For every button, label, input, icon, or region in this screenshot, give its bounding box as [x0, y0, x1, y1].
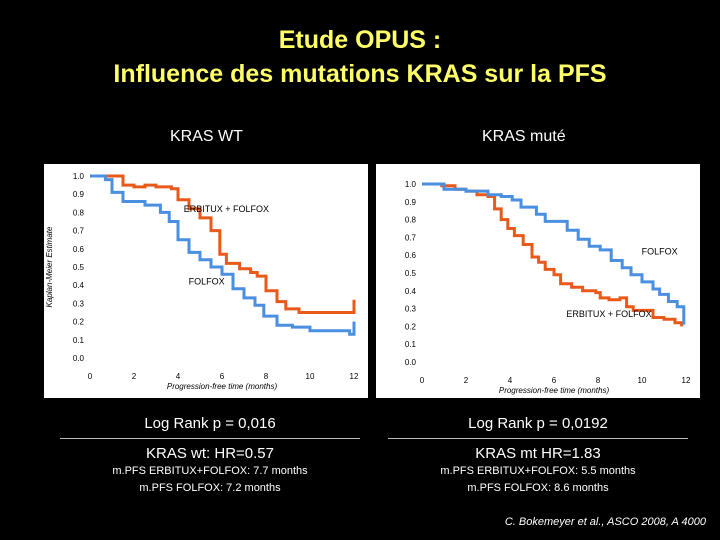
- left-y-tick-label: 0.9: [73, 190, 85, 199]
- left-mpfs-folfox: m.PFS FOLFOX: 7.2 months: [139, 482, 281, 494]
- left-y-tick-label: 0.1: [73, 336, 85, 345]
- left-x-tick-label: 4: [176, 372, 181, 381]
- right-x-axis-label: Progression-free time (months): [499, 386, 610, 395]
- left-y-tick-label: 0.5: [73, 263, 85, 272]
- right-x-tick-label: 6: [552, 376, 557, 385]
- left-x-tick-label: 2: [132, 372, 137, 381]
- right-y-tick-label: 0.4: [405, 287, 417, 296]
- left-x-tick-label: 12: [350, 372, 359, 381]
- left-annotation-label: ERBITUX + FOLFOX: [184, 204, 269, 214]
- left-divider: [60, 438, 360, 439]
- left-chart: 0.0 0.1 0.2 0.3 0.4 0.5 0.6 0.7 0.8 0.9 1.0 0 2 4 6 8 10…: [45, 172, 359, 391]
- right-y-tick-label: 0.1: [405, 340, 417, 349]
- title-line-1: Etude OPUS :: [278, 26, 442, 54]
- right-y-tick-label: 0.9: [405, 198, 417, 207]
- left-y-tick-label: 0.0: [73, 354, 85, 363]
- left-chart-title: KRAS WT: [170, 128, 243, 145]
- right-chart-title: KRAS muté: [482, 128, 566, 145]
- left-y-tick-label: 0.7: [73, 227, 85, 236]
- right-hazard-ratio: KRAS mt HR=1.83: [475, 445, 601, 462]
- left-y-tick-label: 0.6: [73, 245, 85, 254]
- right-annotation-label: FOLFOX: [642, 247, 678, 257]
- left-series-folfox-curve: [90, 174, 356, 336]
- right-y-tick-label: 1.0: [405, 180, 417, 189]
- left-y-tick-label: 0.4: [73, 281, 85, 290]
- left-x-tick-label: 10: [306, 372, 315, 381]
- right-y-tick-label: 0.5: [405, 269, 417, 278]
- right-y-tick-label: 0.6: [405, 251, 417, 260]
- right-x-tick-label: 12: [682, 376, 691, 385]
- right-divider: [388, 438, 688, 439]
- right-x-tick-label: 8: [596, 376, 601, 385]
- right-mpfs-folfox: m.PFS FOLFOX: 8.6 months: [467, 482, 609, 494]
- left-y-tick-label: 0.3: [73, 299, 85, 308]
- left-series-erbitux-curve: [90, 174, 356, 314]
- left-hazard-ratio: KRAS wt: HR=0.57: [146, 445, 274, 462]
- right-y-tick-label: 0.2: [405, 322, 417, 331]
- right-x-tick-label: 10: [638, 376, 647, 385]
- right-y-tick-label: 0.0: [405, 358, 417, 367]
- left-x-tick-label: 0: [88, 372, 93, 381]
- right-x-tick-label: 0: [420, 376, 425, 385]
- right-y-tick-label: 0.7: [405, 233, 417, 242]
- left-chart-panel: 0.0 0.1 0.2 0.3 0.4 0.5 0.6 0.7 0.8 0.9 1.0 0 2 4 6 8 10…: [44, 164, 368, 398]
- left-y-tick-label: 0.2: [73, 318, 85, 327]
- left-y-tick-label: 1.0: [73, 172, 85, 181]
- right-chart: 0.0 0.1 0.2 0.3 0.4 0.5 0.6 0.7 0.8 0.9 1.0 0 2 4 6 8 10…: [405, 180, 691, 395]
- right-y-tick-label: 0.8: [405, 216, 417, 225]
- left-x-tick-label: 6: [220, 372, 225, 381]
- citation: C. Bokemeyer et al., ASCO 2008, A 4000: [504, 516, 706, 528]
- left-x-axis-label: Progression-free time (months): [167, 382, 278, 391]
- right-chart-panel: 0.0 0.1 0.2 0.3 0.4 0.5 0.6 0.7 0.8 0.9 1.0 0 2 4 6 8 10…: [376, 164, 700, 398]
- right-series-folfox-curve: [422, 182, 686, 325]
- right-logrank: Log Rank p = 0,0192: [468, 415, 608, 432]
- right-annotation-label: ERBITUX + FOLFOX: [566, 309, 651, 319]
- left-x-tick-label: 8: [264, 372, 269, 381]
- right-y-tick-label: 0.3: [405, 305, 417, 314]
- title-line-2: Influence des mutations KRAS sur la PFS: [113, 60, 607, 88]
- right-mpfs-erbitux: m.PFS ERBITUX+FOLFOX: 5.5 months: [440, 465, 636, 477]
- left-annotation-label: FOLFOX: [189, 277, 225, 287]
- right-x-tick-label: 4: [508, 376, 513, 385]
- left-mpfs-erbitux: m.PFS ERBITUX+FOLFOX: 7.7 months: [112, 465, 308, 477]
- left-y-axis-label: Kaplan-Meier Estimate: [45, 226, 54, 307]
- right-x-tick-label: 2: [464, 376, 469, 385]
- left-y-tick-label: 0.8: [73, 208, 85, 217]
- left-logrank: Log Rank p = 0,016: [144, 415, 276, 432]
